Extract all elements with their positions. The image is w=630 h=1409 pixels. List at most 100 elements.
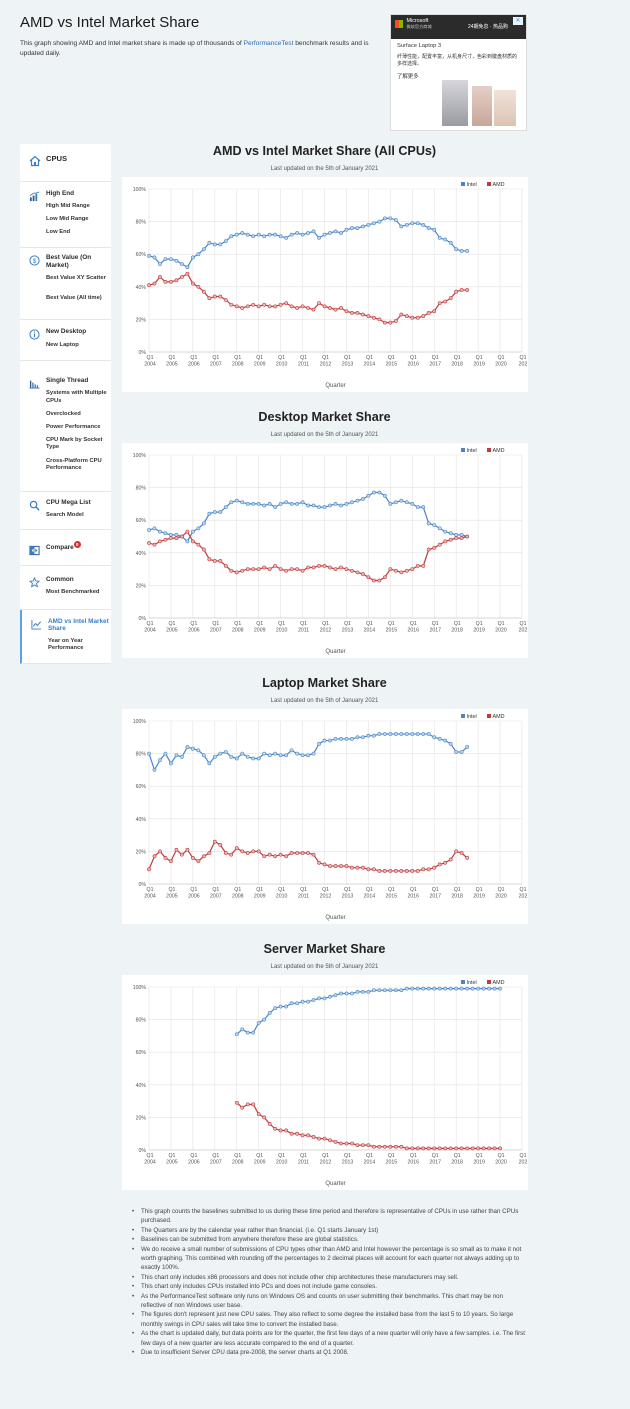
data-point-intel	[459, 532, 464, 537]
sidebar-item-systems-with-multiple-cpus[interactable]: Systems with Multiple CPUs	[46, 390, 107, 404]
data-point-intel	[388, 988, 393, 993]
x-tick-label: Q1 2016	[408, 1153, 420, 1166]
data-point-intel	[454, 986, 459, 991]
data-point-intel	[361, 989, 365, 994]
advertisement[interactable]: Microsoft 微软官方商城 24期免息 · 热品购 ✕ Surface La…	[390, 14, 527, 131]
sidebar-item-common[interactable]: Common	[46, 575, 74, 583]
data-point-intel	[371, 221, 376, 226]
sidebar-item-year-on-year-performance[interactable]: Year on Year Performance	[48, 638, 84, 652]
data-point-intel	[377, 732, 382, 736]
sidebar-item-new-laptop[interactable]: New Laptop	[46, 341, 79, 348]
x-tick-label: Q1 2016	[408, 887, 420, 900]
ad-cta[interactable]: 24期免息 · 热品购	[467, 24, 508, 30]
sidebar-item-best-value-on-market-[interactable]: Best Value (On Market)	[46, 254, 92, 269]
data-point-amd	[234, 1100, 239, 1105]
sidebar-item-power-performance[interactable]: Power Performance	[46, 423, 101, 430]
sidebar-item-most-benchmarked[interactable]: Most Benchmarked	[46, 589, 100, 595]
x-tick-label: Q1 2019	[473, 621, 485, 634]
data-point-intel	[147, 528, 151, 532]
x-tick-label: Q1 2016	[408, 621, 420, 634]
microsoft-logo-icon	[395, 20, 403, 28]
data-point-intel	[218, 510, 223, 514]
data-point-amd	[196, 284, 201, 289]
performancetest-link[interactable]: PerformanceTest	[243, 40, 294, 47]
data-point-amd	[371, 578, 376, 583]
search-icon	[29, 498, 40, 511]
compare-count-badge: 0	[73, 541, 81, 549]
sidebar-item-compare[interactable]: Compare 0	[46, 541, 108, 551]
sidebar-item-low-end[interactable]: Low End	[46, 229, 71, 236]
x-tick-label: Q1 2020	[495, 887, 507, 900]
x-tick-label: Q1 2006	[188, 887, 200, 900]
x-tick-label: Q1 2018	[451, 1153, 463, 1166]
sidebar-item-overclocked[interactable]: Overclocked	[46, 410, 81, 417]
data-point-amd	[300, 1133, 305, 1138]
data-point-amd	[262, 854, 267, 859]
data-point-amd	[306, 851, 310, 855]
data-point-amd	[371, 1144, 376, 1149]
chart-subtitle: Last updated on the 5th of January 2021	[270, 698, 379, 704]
data-point-amd	[454, 1146, 459, 1151]
data-point-intel	[399, 732, 404, 736]
data-point-amd	[300, 304, 305, 309]
sidebar-item-cpus[interactable]: CPUS	[46, 154, 68, 163]
x-tick-label: Q1 2014	[364, 887, 376, 900]
data-point-intel	[322, 738, 327, 743]
sidebar-item-cross-platform-cpu-performance[interactable]: Cross-Platform CPU Performance	[46, 457, 102, 471]
note-item: The figures don't represent just new CPU…	[131, 1310, 528, 1329]
sidebar-item-search-model[interactable]: Search Model	[46, 512, 84, 518]
data-point-intel	[174, 532, 179, 537]
data-point-intel	[448, 986, 453, 991]
data-point-intel	[251, 1030, 256, 1035]
data-point-amd	[201, 289, 206, 294]
data-point-intel	[426, 732, 431, 736]
y-tick-label: 0%	[139, 350, 147, 356]
ad-learn-more[interactable]: 了解更多	[397, 74, 419, 80]
sidebar-item-high-end[interactable]: High End	[46, 189, 75, 197]
sidebar-item-low-mid-range[interactable]: Low Mid Range	[46, 216, 89, 222]
data-point-amd	[361, 572, 365, 576]
sidebar-item-cpu-mega-list[interactable]: CPU Mega List	[46, 498, 91, 506]
data-point-amd	[443, 860, 448, 865]
legend-swatch	[487, 448, 491, 452]
data-point-amd	[273, 854, 278, 859]
x-tick-label: Q1 2013	[342, 621, 354, 634]
data-point-amd	[218, 294, 223, 299]
data-point-intel	[426, 521, 431, 526]
series-line-amd	[148, 272, 468, 324]
sidebar-section: Single Thread Systems with Multiple CPUs O…	[20, 361, 111, 492]
data-point-intel	[284, 500, 289, 505]
data-point-amd	[196, 542, 201, 547]
data-point-intel	[245, 1030, 250, 1035]
sidebar-item-cpu-mark-by-socket-type[interactable]: CPU Mark by Socket Type	[46, 437, 103, 451]
y-tick-label: 60%	[136, 1050, 147, 1056]
sidebar-item-new-desktop[interactable]: New Desktop	[46, 328, 87, 336]
data-point-amd	[322, 563, 327, 568]
sidebar-item-amd-vs-intel-market-share[interactable]: AMD vs Intel Market Share	[48, 617, 109, 632]
data-point-intel	[311, 998, 316, 1002]
data-point-amd	[448, 857, 453, 862]
data-point-amd	[306, 565, 310, 570]
sidebar-item-single-thread[interactable]: Single Thread	[46, 377, 89, 385]
data-point-amd	[240, 1105, 245, 1110]
data-point-amd	[388, 567, 393, 572]
note-item: This chart only includes CPUs installed …	[131, 1282, 528, 1292]
data-point-amd	[311, 307, 316, 312]
data-point-intel	[273, 505, 278, 510]
data-point-intel	[251, 502, 256, 506]
data-point-intel	[278, 1004, 283, 1009]
data-point-amd	[454, 849, 459, 854]
data-point-amd	[382, 869, 387, 873]
chart-title: Laptop Market Share	[262, 676, 387, 690]
data-point-amd	[267, 567, 272, 572]
ad-close-icon[interactable]: ✕	[513, 17, 523, 25]
sidebar-item-high-mid-range[interactable]: High Mid Range	[46, 202, 90, 209]
data-point-amd	[300, 851, 305, 855]
data-point-intel	[147, 253, 151, 258]
x-tick-label: Q1 2005	[166, 1153, 178, 1166]
sidebar-item-best-value-xy-scatter[interactable]: Best Value XY Scatter	[46, 274, 106, 281]
sidebar-item-best-value-all-time-[interactable]: Best Value (All time)	[46, 295, 102, 302]
data-point-amd	[185, 529, 190, 534]
legend-swatch	[487, 980, 491, 984]
data-point-amd	[437, 301, 442, 306]
